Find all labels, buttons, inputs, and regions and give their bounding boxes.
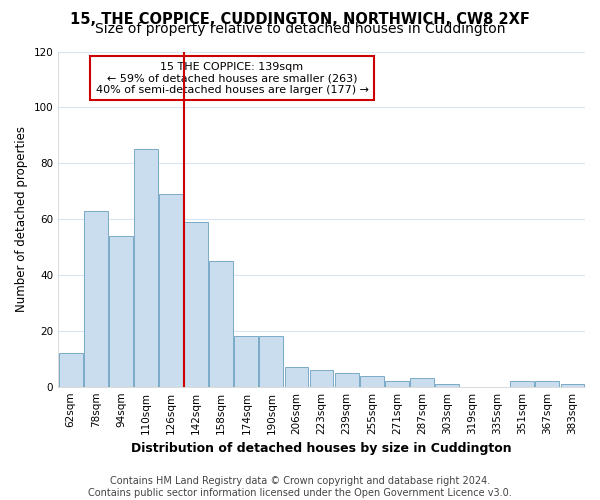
Bar bbox=[184, 222, 208, 386]
Bar bbox=[410, 378, 434, 386]
Text: 15, THE COPPICE, CUDDINGTON, NORTHWICH, CW8 2XF: 15, THE COPPICE, CUDDINGTON, NORTHWICH, … bbox=[70, 12, 530, 28]
Bar bbox=[435, 384, 459, 386]
Bar bbox=[134, 150, 158, 386]
Bar bbox=[310, 370, 334, 386]
Bar bbox=[535, 381, 559, 386]
Bar bbox=[259, 336, 283, 386]
Bar bbox=[360, 376, 383, 386]
Bar bbox=[284, 367, 308, 386]
Bar bbox=[59, 353, 83, 386]
Bar bbox=[159, 194, 183, 386]
Bar bbox=[560, 384, 584, 386]
Text: 15 THE COPPICE: 139sqm
← 59% of detached houses are smaller (263)
40% of semi-de: 15 THE COPPICE: 139sqm ← 59% of detached… bbox=[95, 62, 368, 95]
X-axis label: Distribution of detached houses by size in Cuddington: Distribution of detached houses by size … bbox=[131, 442, 512, 455]
Text: Contains HM Land Registry data © Crown copyright and database right 2024.
Contai: Contains HM Land Registry data © Crown c… bbox=[88, 476, 512, 498]
Bar bbox=[511, 381, 534, 386]
Bar bbox=[84, 210, 108, 386]
Bar bbox=[385, 381, 409, 386]
Bar bbox=[209, 261, 233, 386]
Text: Size of property relative to detached houses in Cuddington: Size of property relative to detached ho… bbox=[95, 22, 505, 36]
Bar bbox=[335, 372, 359, 386]
Bar bbox=[235, 336, 258, 386]
Bar bbox=[109, 236, 133, 386]
Y-axis label: Number of detached properties: Number of detached properties bbox=[15, 126, 28, 312]
